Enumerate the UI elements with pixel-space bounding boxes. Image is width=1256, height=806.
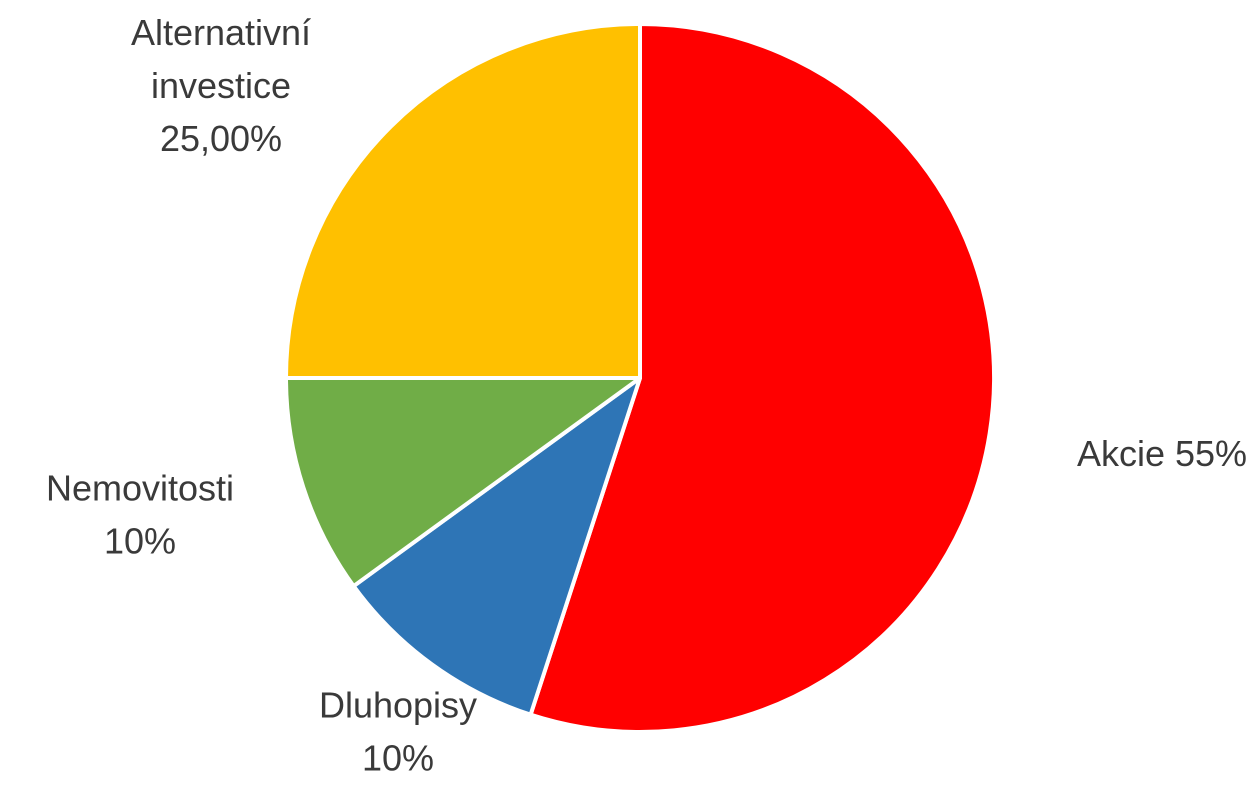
pie-label-line: 10% (104, 521, 176, 562)
pie-label-line: Dluhopisy (319, 685, 477, 726)
pie-label-akcie: Akcie 55% (1077, 433, 1247, 474)
pie-slice-akcie (528, 22, 997, 734)
pie-label-line: Alternativní (131, 12, 311, 53)
pie-label-alternativn-investice: Alternativní investice 25,00% (131, 12, 311, 159)
pie-label-dluhopisy: Dluhopisy 10% (319, 685, 477, 779)
pie-slice-nemovitosti (284, 376, 642, 589)
pie-slice-dluhopisy (351, 376, 642, 717)
pie-label-line: 10% (362, 738, 434, 779)
pie-slice-alternativn-investice (284, 22, 642, 380)
pie-label-line: Nemovitosti (46, 468, 234, 509)
pie-label-line: 25,00% (160, 118, 282, 159)
pie-label-line: Akcie 55% (1077, 433, 1247, 474)
pie-slices (284, 22, 997, 734)
pie-label-nemovitosti: Nemovitosti 10% (46, 468, 234, 562)
pie-label-line: investice (151, 65, 291, 106)
pie-labels: Akcie 55% Dluhopisy 10% Nemovitosti 10% Alter… (46, 12, 1247, 779)
